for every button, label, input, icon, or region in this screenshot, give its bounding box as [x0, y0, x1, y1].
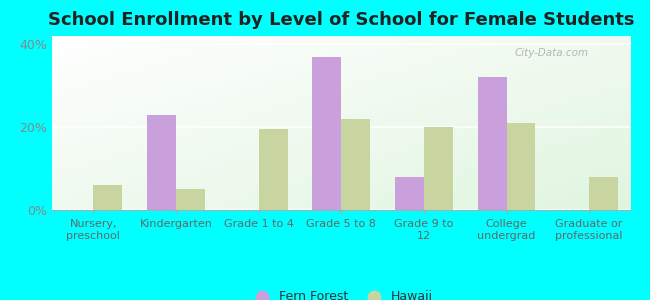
Bar	[147, 115, 176, 210]
Bar	[424, 127, 453, 210]
Bar	[94, 185, 122, 210]
Bar	[589, 177, 618, 210]
Bar	[341, 119, 370, 210]
Title: School Enrollment by Level of School for Female Students: School Enrollment by Level of School for…	[48, 11, 634, 29]
Legend: Fern Forest, Hawaii: Fern Forest, Hawaii	[244, 285, 438, 300]
Bar	[506, 123, 536, 210]
Bar	[259, 129, 287, 210]
Bar	[395, 177, 424, 210]
Text: City-Data.com: City-Data.com	[515, 48, 589, 58]
Bar	[478, 77, 506, 210]
Bar	[176, 189, 205, 210]
Bar	[312, 57, 341, 210]
